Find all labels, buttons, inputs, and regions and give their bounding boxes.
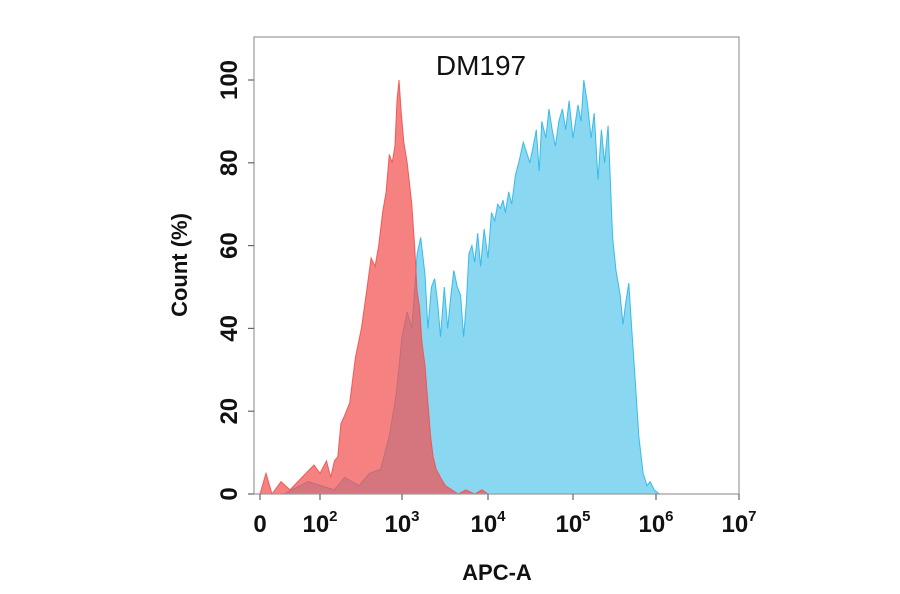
y-tick-label: 100	[216, 60, 243, 100]
y-tick-label: 20	[216, 398, 243, 425]
chart-title: DM197	[436, 50, 526, 81]
x-axis-label: APC-A	[462, 560, 532, 585]
x-tick-label: 107	[721, 508, 756, 538]
x-tick-label: 0	[253, 511, 266, 538]
y-tick-label: 40	[216, 315, 243, 342]
x-tick-label: 104	[470, 508, 506, 538]
plot-frame	[253, 36, 740, 495]
axis-layer: 0 20 40 60 80 100 0 102 103 104 105 106 107	[216, 60, 757, 538]
x-tick-label: 106	[638, 508, 673, 538]
y-tick-label: 60	[216, 232, 243, 259]
y-tick-label: 0	[216, 487, 243, 500]
series-layer	[259, 79, 661, 496]
series-1-area	[260, 79, 661, 495]
series-2-area	[259, 79, 490, 496]
x-tick-label: 102	[302, 508, 337, 538]
y-axis-label: Count (%)	[167, 213, 192, 317]
x-tick-label: 103	[384, 508, 419, 538]
y-tick-label: 80	[216, 149, 243, 176]
x-tick-label: 105	[555, 508, 590, 538]
